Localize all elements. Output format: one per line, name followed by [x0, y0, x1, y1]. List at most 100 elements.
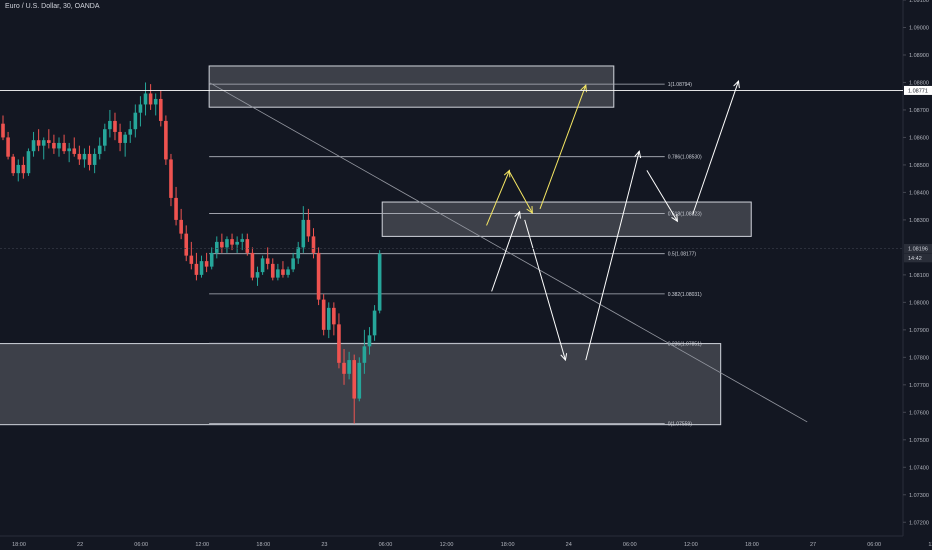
candle-body — [92, 153, 97, 165]
time-tick-label: 18:00 — [12, 542, 26, 548]
projection-arrows — [486, 80, 740, 362]
candle-body — [62, 142, 66, 152]
time-tick-label: 18:00 — [745, 542, 759, 548]
price-tick-label: 1.07200 — [909, 520, 929, 526]
time-tick-label: 06:00 — [379, 542, 393, 548]
price-tick-label: 1.09100 — [909, 0, 929, 4]
time-tick-label: 22 — [77, 542, 83, 548]
projection-arrow-head — [733, 80, 740, 89]
projection-arrow-line — [524, 219, 566, 361]
candle-body — [148, 93, 153, 105]
candle-body — [362, 346, 367, 363]
price-tick-label: 1.08500 — [909, 163, 929, 169]
candle-body — [352, 360, 357, 399]
price-tick-label: 1.07500 — [909, 438, 929, 444]
price-label-text: 1.08196 — [908, 246, 928, 252]
candle-body — [225, 239, 229, 248]
projection-arrow-head — [671, 214, 679, 223]
candle-body — [194, 263, 199, 275]
time-tick-label: 23 — [321, 542, 327, 548]
price-tick-label: 1.08900 — [909, 53, 929, 59]
fib-level-label: 0.382(1.08031) — [668, 292, 702, 298]
candle-body — [72, 148, 77, 154]
candle-body — [235, 241, 239, 245]
price-tick-label: 1.07700 — [909, 383, 929, 389]
candle-body — [67, 148, 71, 152]
time-tick-label: 12:00 — [440, 542, 454, 548]
price-tick-label: 1.07900 — [909, 328, 929, 334]
time-tick-label: 06:00 — [623, 542, 637, 548]
candle-body — [296, 247, 301, 259]
candle-body — [143, 93, 148, 105]
candle-body — [377, 253, 382, 311]
time-tick-label: 06:00 — [867, 542, 881, 548]
candle-body — [281, 269, 285, 275]
projection-arrow-line — [585, 151, 640, 361]
time-tick-label: 24 — [566, 542, 572, 548]
time-tick-label: 18:00 — [256, 542, 270, 548]
fib-level-label: 0.5(1.08177) — [668, 252, 697, 258]
grid — [0, 0, 904, 537]
candle-body — [367, 335, 372, 347]
candles — [1, 82, 382, 424]
price-label-text: 1.08771 — [908, 88, 928, 94]
candle-body — [342, 362, 346, 374]
candle-body — [77, 153, 82, 160]
candle-body — [311, 236, 316, 253]
time-tick-label: 18:00 — [501, 542, 515, 548]
projection-arrow-head — [526, 206, 533, 215]
price-label-text: 14:42 — [908, 256, 922, 262]
candle-body — [47, 140, 51, 143]
fib-level-label: 0(1.07559) — [668, 422, 693, 428]
candle-body — [220, 241, 224, 248]
projection-arrow-line — [646, 170, 678, 222]
candle-body — [321, 299, 326, 330]
price-tick-label: 1.07800 — [909, 355, 929, 361]
candle-body — [347, 360, 351, 374]
candle-body — [291, 258, 295, 270]
projection-arrow-head — [514, 210, 521, 219]
candle-body — [209, 252, 214, 267]
zone-rect — [381, 201, 752, 237]
candle-body — [240, 239, 245, 242]
price-label-box — [904, 243, 932, 253]
projection-arrow-head — [634, 150, 642, 159]
candle-body — [138, 104, 143, 113]
candle-body — [6, 137, 10, 157]
candle-body — [357, 362, 362, 399]
candle-body — [82, 153, 87, 160]
price-tick-label: 1.08000 — [909, 300, 929, 306]
candle-body — [87, 153, 92, 165]
price-label-box — [904, 85, 932, 95]
projection-arrow-head — [503, 169, 511, 178]
price-tick-label: 1.07400 — [909, 465, 929, 471]
candle-body — [204, 261, 209, 267]
candle-body — [57, 142, 61, 149]
candle-body — [128, 129, 133, 135]
candle-body — [133, 112, 138, 130]
price-tick-label: 1.08800 — [909, 80, 929, 86]
candle-body — [113, 120, 117, 132]
candle-body — [103, 129, 107, 146]
trendline — [208, 82, 808, 423]
candle-body — [1, 123, 5, 138]
projection-arrow-line — [539, 85, 587, 210]
candle-body — [26, 151, 31, 174]
zone-rect — [208, 65, 615, 108]
candle-body — [16, 164, 21, 174]
candle-body — [41, 140, 46, 146]
candle-body — [179, 219, 183, 234]
time-tick-label: 12:00 — [684, 542, 698, 548]
projection-arrow-line — [692, 80, 739, 215]
projection-arrow-head — [580, 84, 587, 93]
candle-body — [36, 140, 41, 146]
candle-body — [255, 272, 260, 278]
candle-body — [158, 98, 163, 121]
diagonal-trendline — [208, 82, 808, 423]
price-tick-label: 1.08100 — [909, 273, 929, 279]
projection-arrow-line — [509, 171, 533, 214]
price-tick-label: 1.08400 — [909, 190, 929, 196]
candle-body — [11, 156, 15, 174]
candle-body — [326, 307, 331, 330]
